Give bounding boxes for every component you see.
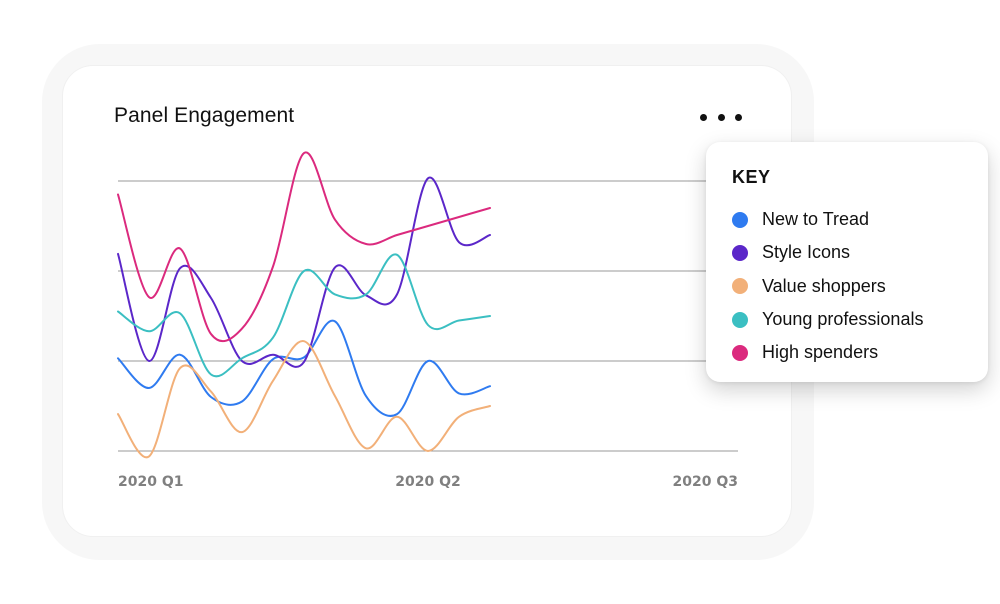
legend-item: Value shoppers (732, 270, 923, 303)
more-horizontal-icon (700, 113, 707, 121)
series-lines (117, 151, 491, 459)
more-options-button[interactable] (700, 106, 742, 128)
legend-label: High spenders (762, 342, 879, 363)
series-line-new-to-tread (117, 319, 491, 417)
legend-item: Style Icons (732, 236, 923, 269)
legend-label: Style Icons (762, 242, 851, 263)
chart-title: Panel Engagement (114, 104, 295, 127)
legend-item: High spenders (732, 336, 923, 369)
x-tick-label: 2020 Q1 (118, 474, 183, 490)
series-line-value-shoppers (117, 340, 491, 459)
legend-label: New to Tread (762, 209, 870, 230)
legend-panel: KEY New to Tread Style Icons Value shopper… (706, 142, 988, 382)
legend-dot-icon (732, 278, 748, 295)
legend-dot-icon (732, 344, 748, 361)
x-tick-label: 2020 Q3 (673, 474, 738, 490)
legend-list: New to Tread Style Icons Value shoppers You… (732, 203, 923, 369)
legend-item: New to Tread (732, 203, 923, 236)
series-line-high-spenders (117, 151, 491, 343)
series-line-style-icons (117, 176, 491, 368)
legend-dot-icon (732, 311, 748, 328)
legend-title: KEY (732, 167, 771, 187)
more-horizontal-icon-dot (717, 113, 725, 121)
chart-card (63, 66, 791, 536)
series-line-young-professionals (117, 253, 491, 378)
gridlines (118, 180, 738, 452)
legend-label: Young professionals (762, 309, 924, 330)
x-axis-ticks: 2020 Q1 2020 Q2 2020 Q3 (118, 474, 738, 490)
more-horizontal-icon-dot (735, 113, 742, 121)
x-tick-label: 2020 Q2 (395, 474, 460, 490)
legend-dot-icon (732, 244, 748, 261)
legend-dot-icon (732, 211, 748, 228)
legend-label: Value shoppers (762, 275, 886, 296)
legend-item: Young professionals (732, 303, 923, 336)
